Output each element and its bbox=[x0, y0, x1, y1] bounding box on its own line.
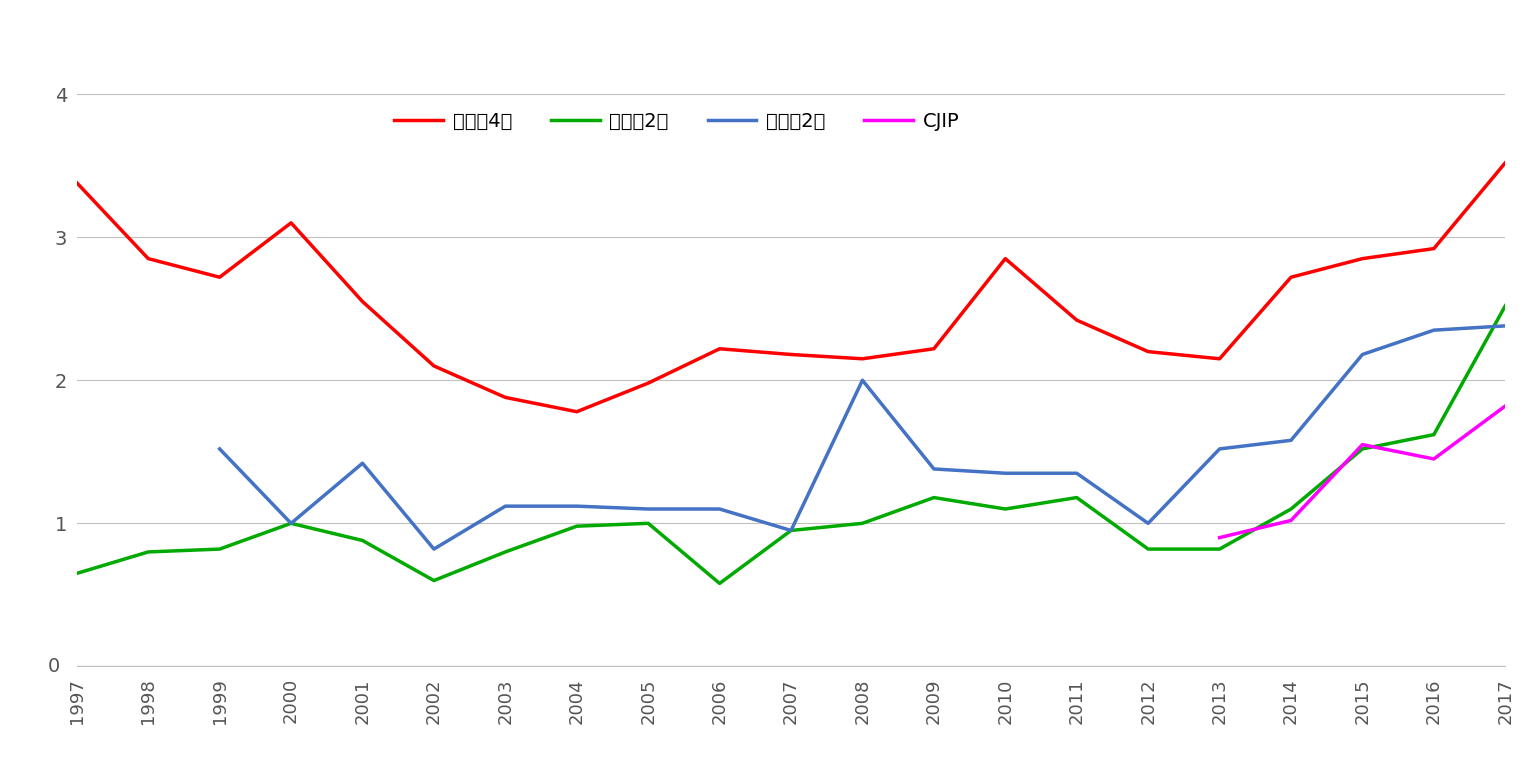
大陸系2誌 bbox=[1424, 325, 1442, 335]
英国系2誌 bbox=[1353, 445, 1372, 454]
英国系2誌 bbox=[353, 535, 372, 545]
米国系4誌 bbox=[711, 344, 730, 354]
英国系2誌 bbox=[1068, 493, 1086, 503]
英国系2誌 bbox=[568, 521, 587, 531]
米国系4誌 bbox=[639, 379, 657, 388]
米国系4誌 bbox=[210, 273, 229, 282]
大陸系2誌 bbox=[925, 464, 943, 474]
大陸系2誌 bbox=[1140, 519, 1158, 528]
英国系2誌 bbox=[997, 504, 1015, 514]
米国系4誌 bbox=[1353, 254, 1372, 263]
CJIP bbox=[1210, 533, 1229, 543]
英国系2誌 bbox=[1210, 544, 1229, 554]
CJIP bbox=[1353, 440, 1372, 449]
大陸系2誌 bbox=[1068, 469, 1086, 478]
大陸系2誌 bbox=[425, 544, 444, 554]
大陸系2誌 bbox=[1210, 445, 1229, 454]
米国系4誌 bbox=[425, 361, 444, 371]
英国系2誌 bbox=[68, 568, 86, 578]
大陸系2誌 bbox=[210, 445, 229, 454]
大陸系2誌 bbox=[1496, 321, 1514, 331]
米国系4誌 bbox=[997, 254, 1015, 263]
大陸系2誌 bbox=[281, 519, 300, 528]
英国系2誌 bbox=[1140, 544, 1158, 554]
英国系2誌 bbox=[711, 579, 730, 588]
Line: 大陸系2誌: 大陸系2誌 bbox=[220, 326, 1505, 549]
英国系2誌 bbox=[925, 493, 943, 503]
英国系2誌 bbox=[1496, 301, 1514, 310]
米国系4誌 bbox=[925, 344, 943, 354]
米国系4誌 bbox=[1283, 273, 1301, 282]
大陸系2誌 bbox=[568, 502, 587, 511]
大陸系2誌 bbox=[639, 504, 657, 514]
CJIP bbox=[1496, 401, 1514, 411]
米国系4誌 bbox=[782, 350, 800, 359]
米国系4誌 bbox=[281, 218, 300, 227]
英国系2誌 bbox=[425, 575, 444, 585]
英国系2誌 bbox=[1424, 430, 1442, 439]
CJIP bbox=[1424, 454, 1442, 463]
米国系4誌 bbox=[1068, 315, 1086, 325]
英国系2誌 bbox=[210, 544, 229, 554]
Legend: 米国系4誌, 英国系2誌, 大陸系2誌, CJIP: 米国系4誌, 英国系2誌, 大陸系2誌, CJIP bbox=[387, 103, 968, 138]
大陸系2誌 bbox=[782, 526, 800, 535]
米国系4誌 bbox=[353, 297, 372, 307]
Line: 米国系4誌: 米国系4誌 bbox=[77, 163, 1505, 412]
英国系2誌 bbox=[1283, 504, 1301, 514]
英国系2誌 bbox=[138, 547, 157, 557]
米国系4誌 bbox=[1210, 354, 1229, 364]
米国系4誌 bbox=[1424, 244, 1442, 253]
大陸系2誌 bbox=[353, 459, 372, 468]
英国系2誌 bbox=[639, 519, 657, 528]
大陸系2誌 bbox=[711, 504, 730, 514]
Line: CJIP: CJIP bbox=[1220, 406, 1505, 538]
大陸系2誌 bbox=[1283, 436, 1301, 445]
Line: 英国系2誌: 英国系2誌 bbox=[77, 306, 1505, 583]
英国系2誌 bbox=[281, 519, 300, 528]
英国系2誌 bbox=[854, 519, 872, 528]
米国系4誌 bbox=[68, 178, 86, 187]
大陸系2誌 bbox=[496, 502, 515, 511]
米国系4誌 bbox=[496, 393, 515, 402]
米国系4誌 bbox=[138, 254, 157, 263]
米国系4誌 bbox=[1140, 347, 1158, 356]
大陸系2誌 bbox=[997, 469, 1015, 478]
米国系4誌 bbox=[568, 407, 587, 416]
大陸系2誌 bbox=[1353, 350, 1372, 359]
英国系2誌 bbox=[782, 526, 800, 535]
大陸系2誌 bbox=[854, 376, 872, 385]
CJIP bbox=[1283, 516, 1301, 525]
米国系4誌 bbox=[854, 354, 872, 364]
米国系4誌 bbox=[1496, 158, 1514, 168]
Text: 0: 0 bbox=[48, 657, 60, 676]
英国系2誌 bbox=[496, 547, 515, 557]
